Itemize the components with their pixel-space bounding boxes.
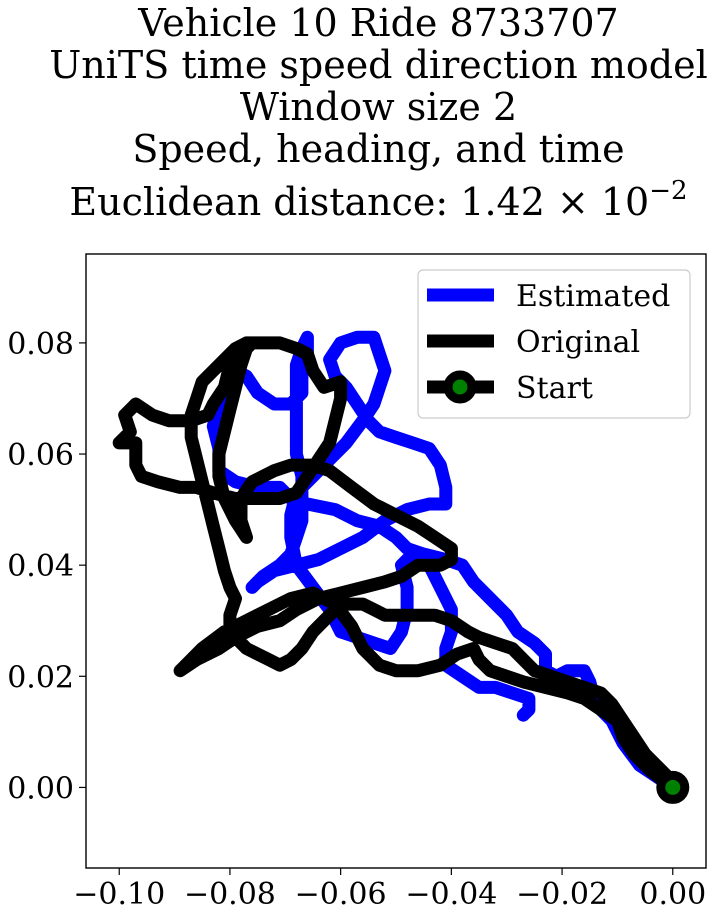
plot-frame xyxy=(85,253,707,869)
series-line-estimated xyxy=(206,330,680,794)
title-line-1: Vehicle 10 Ride 8733707 xyxy=(138,1,619,45)
chart-title: Vehicle 10 Ride 8733707 UniTS time speed… xyxy=(0,2,727,223)
title-line-2: UniTS time speed direction model xyxy=(49,43,708,87)
title-line-3: Window size 2 xyxy=(239,85,518,129)
x-tick-label: −0.02 xyxy=(516,877,608,912)
legend-label-start: Start xyxy=(516,371,593,406)
title-line-5-text: Euclidean distance: 1.42 × 10 xyxy=(69,180,650,224)
legend-label-estimated: Estimated xyxy=(516,279,670,314)
title-line-5: Euclidean distance: 1.42 × 10−2 xyxy=(30,170,727,223)
y-tick-label: 0.06 xyxy=(7,438,74,473)
x-tick-label: −0.08 xyxy=(184,877,276,912)
x-tick-label: −0.04 xyxy=(405,877,497,912)
plot-marks xyxy=(112,330,690,804)
x-tick-label: −0.10 xyxy=(73,877,165,912)
y-axis: 0.00 0.02 0.04 0.06 0.08 xyxy=(7,327,86,806)
x-tick-label: −0.06 xyxy=(295,877,387,912)
title-exponent: −2 xyxy=(649,176,688,206)
x-axis: −0.10 −0.08 −0.06 −0.04 −0.02 0.00 xyxy=(73,868,706,912)
series-line-original xyxy=(112,336,680,794)
x-tick-label: 0.00 xyxy=(639,877,706,912)
start-marker xyxy=(656,770,690,804)
y-tick-label: 0.04 xyxy=(7,549,74,584)
legend: Estimated Original Start xyxy=(417,269,691,419)
legend-start-marker xyxy=(443,370,477,404)
legend-label-original: Original xyxy=(516,325,640,360)
y-tick-label: 0.00 xyxy=(7,771,74,806)
title-line-4: Speed, heading, and time xyxy=(132,127,625,171)
y-tick-label: 0.02 xyxy=(7,660,74,695)
y-tick-label: 0.08 xyxy=(7,327,74,362)
